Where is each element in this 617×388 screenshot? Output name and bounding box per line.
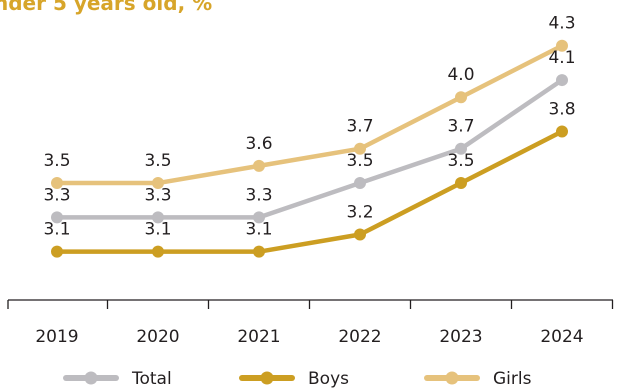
data-point-total	[51, 211, 63, 224]
data-label-boys: 3.5	[447, 151, 474, 171]
data-label-total: 3.3	[245, 185, 272, 205]
legend: Total Boys Girls	[63, 369, 532, 388]
data-point-girls	[152, 177, 164, 190]
legend-marker-total	[84, 371, 98, 385]
data-labels: 3.3 3.3 3.3 3.5 3.7 4.1 3.1 3.1 3.1 3.2 3.5 3.8 3.5 3…	[43, 14, 575, 240]
data-label-total: 3.3	[144, 185, 171, 205]
x-tick-label: 2019	[35, 327, 78, 347]
data-label-girls: 3.7	[346, 117, 373, 137]
data-label-girls: 4.3	[548, 14, 575, 34]
x-tick-label: 2021	[237, 327, 280, 347]
data-label-boys: 3.8	[548, 100, 575, 120]
data-label-boys: 3.1	[245, 220, 272, 240]
data-point-boys	[51, 245, 63, 258]
data-label-total: 3.5	[346, 151, 373, 171]
data-point-girls	[51, 177, 63, 190]
data-point-girls	[253, 159, 265, 172]
data-label-total: 4.1	[548, 48, 575, 68]
legend-label-boys: Boys	[308, 369, 349, 388]
legend-marker-girls	[445, 371, 459, 385]
data-point-total	[556, 74, 568, 87]
x-tick-label: 2023	[439, 327, 482, 347]
data-point-total	[455, 142, 467, 155]
chart-title: nder 5 years old, %	[0, 0, 213, 15]
data-label-girls: 3.5	[43, 151, 70, 171]
data-point-boys	[253, 245, 265, 258]
data-point-boys	[556, 125, 568, 138]
data-point-girls	[455, 91, 467, 104]
series-line-total	[54, 77, 565, 220]
data-point-boys	[152, 245, 164, 258]
data-point-total	[253, 211, 265, 224]
x-tick-label: 2024	[540, 327, 583, 347]
data-label-boys: 3.1	[144, 220, 171, 240]
data-point-total	[152, 211, 164, 224]
x-tick-label: 2020	[136, 327, 179, 347]
data-label-total: 3.7	[447, 117, 474, 137]
legend-marker-boys	[260, 371, 274, 385]
data-label-girls: 4.0	[447, 65, 474, 85]
data-point-boys	[455, 177, 467, 190]
data-point-girls	[556, 39, 568, 52]
data-point-boys	[354, 228, 366, 241]
legend-label-total: Total	[131, 369, 172, 388]
data-label-total: 3.3	[43, 185, 70, 205]
series-line-boys	[54, 129, 565, 254]
data-point-total	[354, 177, 366, 190]
x-tick-label: 2022	[338, 327, 381, 347]
series-line-girls	[54, 43, 565, 186]
data-label-boys: 3.1	[43, 220, 70, 240]
legend-label-girls: Girls	[493, 369, 532, 388]
x-axis: 2019 2020 2021 2022 2023 2024	[7, 299, 614, 347]
data-label-girls: 3.5	[144, 151, 171, 171]
data-label-boys: 3.2	[346, 203, 373, 223]
data-label-girls: 3.6	[245, 134, 272, 154]
data-point-girls	[354, 142, 366, 155]
series-lines	[51, 39, 568, 258]
